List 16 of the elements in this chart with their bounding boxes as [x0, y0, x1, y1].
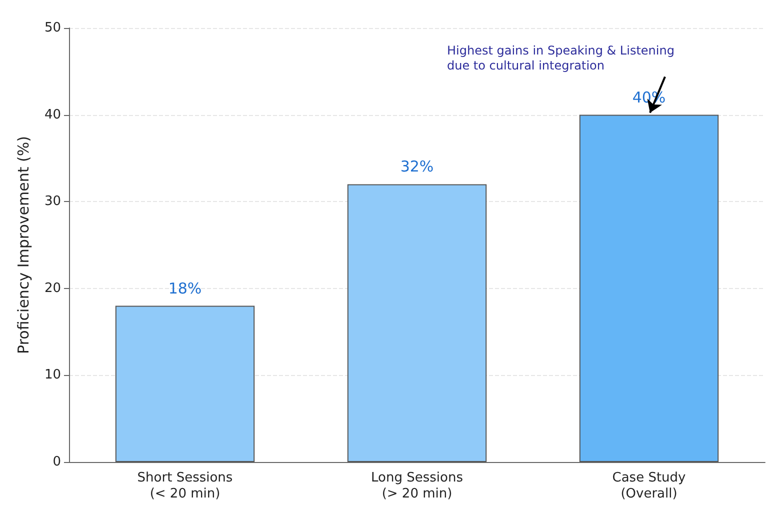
x-tick-label: Case Study (Overall): [612, 470, 686, 502]
y-tick-label: 0: [52, 454, 61, 470]
x-tick-label: Short Sessions (< 20 min): [137, 470, 233, 502]
bar: [579, 114, 719, 462]
data-label: 18%: [168, 279, 202, 298]
y-tick-label: 20: [44, 280, 61, 296]
y-tick-label: 50: [44, 20, 61, 36]
y-tick-label: 30: [44, 194, 61, 210]
annotation: Highest gains in Speaking & Listening due to cultural integration: [447, 43, 674, 72]
y-tick-label: 10: [44, 368, 61, 383]
x-tick-label: Long Sessions (> 20 min): [371, 470, 464, 502]
y-tick-label: 40: [44, 107, 61, 122]
y-axis-title: Proficiency Improvement (%): [14, 136, 32, 354]
data-label: 32%: [400, 158, 434, 176]
bar: [347, 184, 487, 462]
bar: [115, 306, 255, 462]
